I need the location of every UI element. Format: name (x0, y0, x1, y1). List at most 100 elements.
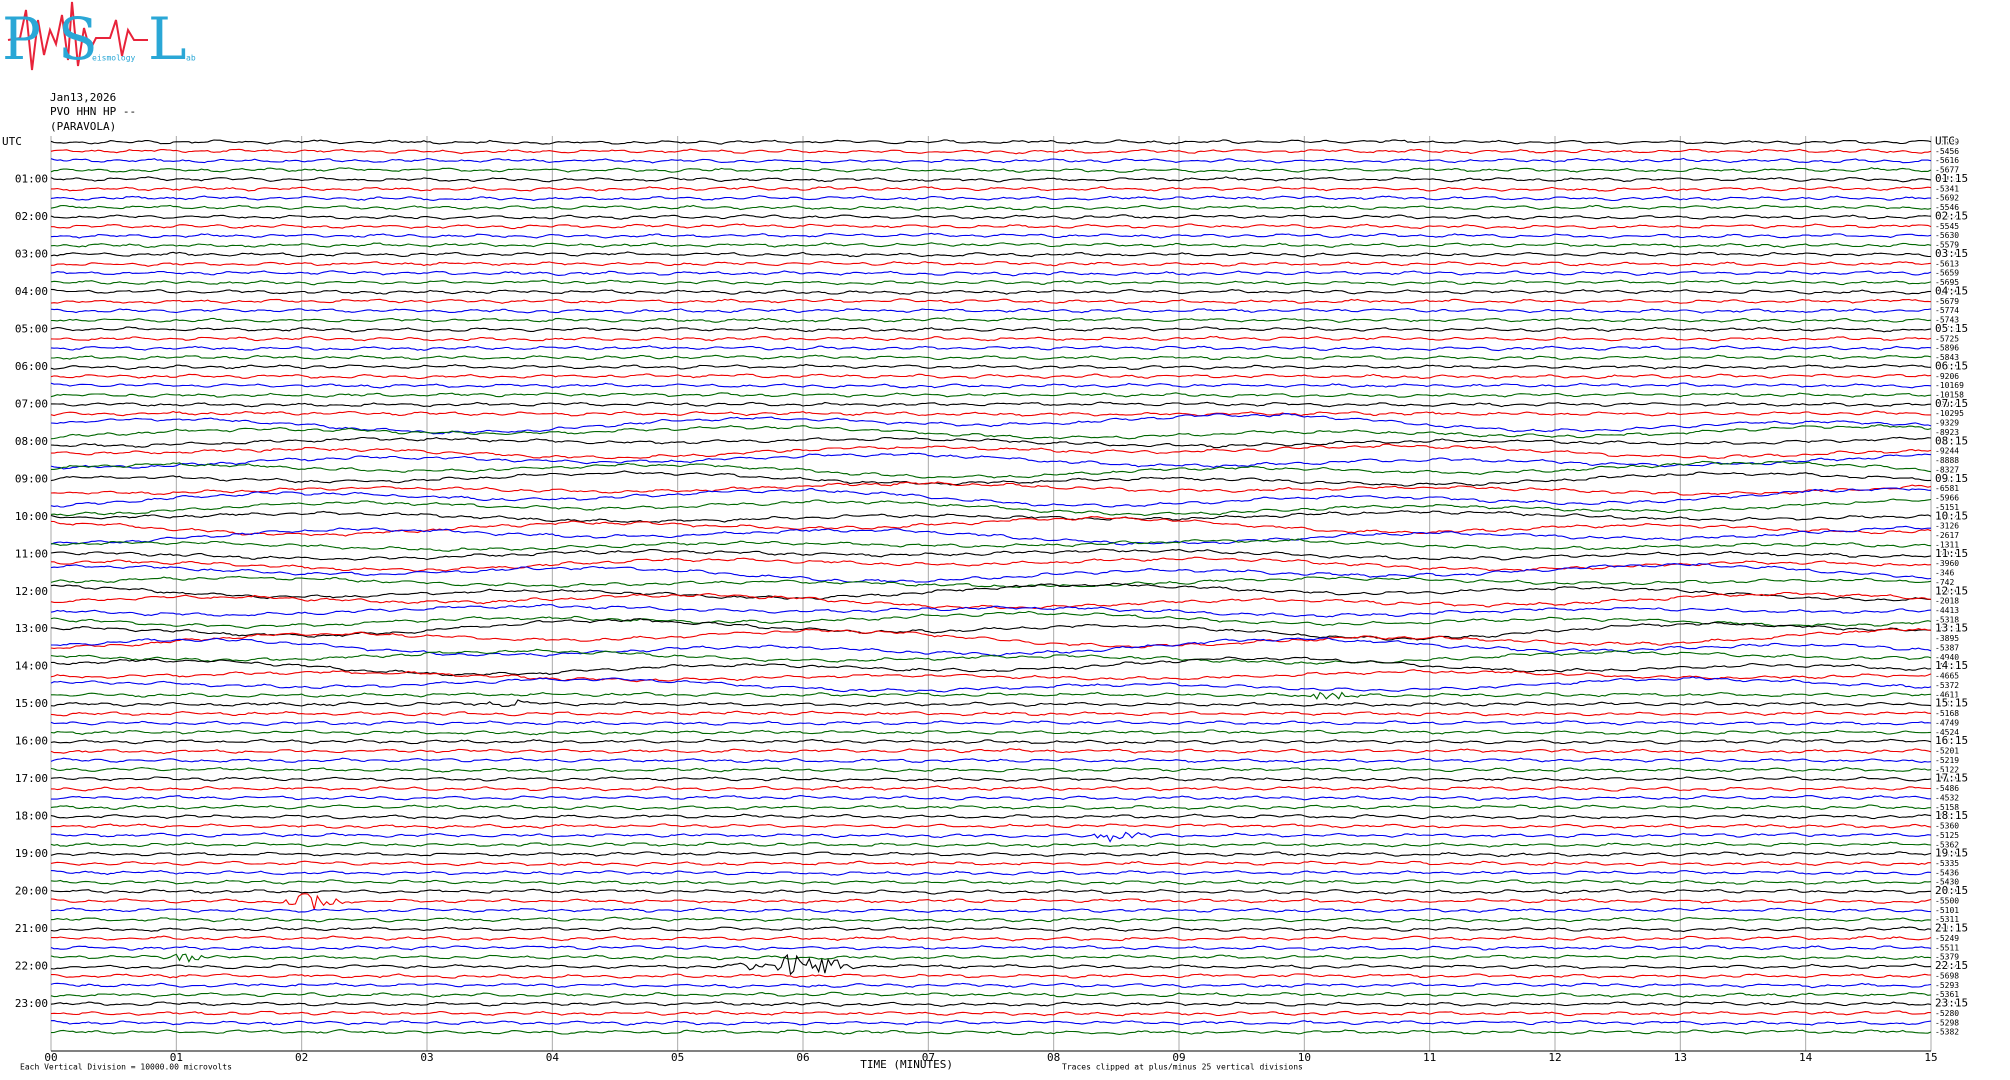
trace-label: -10169 (1935, 381, 1964, 390)
right-label: 23:15 (1935, 997, 1968, 1010)
trace-label: -5101 (1935, 906, 1959, 915)
trace-label: -5774 (1935, 306, 1959, 315)
trace (50, 516, 1932, 537)
trace (50, 591, 1932, 610)
trace (50, 748, 1932, 755)
trace-label: -8923 (1935, 428, 1959, 437)
left-label: 06:00 (15, 360, 48, 373)
trace-label: -4674 (1935, 512, 1959, 521)
trace (50, 982, 1932, 989)
trace-label: -5335 (1935, 859, 1959, 868)
left-label: 14:00 (15, 660, 48, 673)
trace-label: -5725 (1935, 334, 1959, 343)
trace (50, 582, 1932, 602)
left-label: 09:00 (15, 472, 48, 485)
left-label: 12:00 (15, 585, 48, 598)
trace-label: -5298 (1935, 1018, 1959, 1027)
trace (50, 214, 1932, 220)
logo-letter: L (148, 5, 187, 73)
trace (50, 841, 1932, 848)
trace (50, 345, 1932, 352)
trace-label: -10158 (1935, 390, 1964, 399)
trace-label: -9064 (1935, 400, 1959, 409)
trace-label: -5409 (1935, 138, 1959, 147)
trace (50, 953, 1932, 976)
trace (50, 926, 1932, 933)
trace-label: -5308 (1935, 887, 1959, 896)
trace-label: -5843 (1935, 353, 1959, 362)
x-tick-label: 14 (1799, 1051, 1813, 1064)
right-label: 15:15 (1935, 697, 1968, 710)
left-label: 17:00 (15, 772, 48, 785)
x-tick-label: 12 (1548, 1051, 1561, 1064)
trace-label: -3126 (1935, 522, 1959, 531)
trace (51, 185, 1932, 192)
trace (50, 308, 1932, 314)
left-label: 05:00 (15, 322, 48, 335)
right-label: 08:15 (1935, 434, 1968, 447)
trace (50, 669, 1932, 683)
trace (50, 242, 1932, 249)
trace (50, 424, 1932, 440)
trace-label: -4940 (1935, 653, 1959, 662)
trace-label: -5249 (1935, 934, 1959, 943)
trace (50, 436, 1932, 449)
left-label: 01:00 (15, 172, 48, 185)
left-label: 02:00 (15, 210, 48, 223)
trace-label: -5613 (1935, 259, 1959, 268)
trace-label: -5511 (1935, 943, 1959, 952)
trace-label: -5122 (1935, 765, 1959, 774)
x-tick-label: 03 (420, 1051, 433, 1064)
trace (50, 1001, 1932, 1007)
right-label: 06:15 (1935, 359, 1968, 372)
trace-label: -10295 (1935, 409, 1964, 418)
right-label: 01:15 (1935, 172, 1968, 185)
logo: P S L eismology ab (2, 1, 196, 73)
trace (50, 676, 1932, 693)
trace-label: -2617 (1935, 531, 1959, 540)
trace-label: -2025 (1935, 550, 1959, 559)
right-label: 20:15 (1935, 884, 1968, 897)
trace-label: -5456 (1935, 147, 1959, 156)
trace-label: -5188 (1935, 775, 1959, 784)
trace-label: -5360 (1935, 822, 1959, 831)
trace-label: -5311 (1935, 915, 1959, 924)
trace-label: -5875 (1935, 362, 1959, 371)
trace-label: -5293 (1935, 981, 1959, 990)
trace-label: -5545 (1935, 222, 1959, 231)
trace-label: -5361 (1935, 990, 1959, 999)
right-label: 14:15 (1935, 659, 1968, 672)
trace-label: -1311 (1935, 540, 1959, 549)
right-label: 13:15 (1935, 622, 1968, 635)
left-label: 21:00 (15, 922, 48, 935)
x-tick-label: 11 (1423, 1051, 1436, 1064)
trace (50, 270, 1932, 277)
left-label: UTC (2, 135, 22, 148)
x-axis-title: TIME (MINUTES) (860, 1058, 953, 1071)
trace-label: -5695 (1935, 278, 1959, 287)
trace-label: -5430 (1935, 878, 1959, 887)
trace-label: -4532 (1935, 793, 1959, 802)
trace-label: -4832 (1935, 700, 1959, 709)
trace-label: -5436 (1935, 868, 1959, 877)
trace (50, 648, 1932, 665)
trace-label: -5151 (1935, 503, 1959, 512)
trace-label: -5101 (1935, 925, 1959, 934)
trace-label: -5168 (1935, 709, 1959, 718)
trace (50, 382, 1932, 389)
right-label: 19:15 (1935, 847, 1968, 860)
right-label: 22:15 (1935, 959, 1968, 972)
trace-label: -4753 (1935, 625, 1959, 634)
trace-label: -5783 (1935, 325, 1959, 334)
trace-label: -5318 (1935, 615, 1959, 624)
trace (50, 481, 1932, 496)
trace (50, 167, 1932, 173)
footer-right: Traces clipped at plus/minus 25 vertical… (1062, 1063, 1303, 1072)
right-label: 03:15 (1935, 247, 1968, 260)
trace-label: -5966 (1935, 494, 1959, 503)
trace-label: -5219 (1935, 756, 1959, 765)
trace (50, 935, 1932, 942)
trace-label: -3960 (1935, 559, 1959, 568)
trace (50, 279, 1932, 286)
left-label: 19:00 (15, 847, 48, 860)
